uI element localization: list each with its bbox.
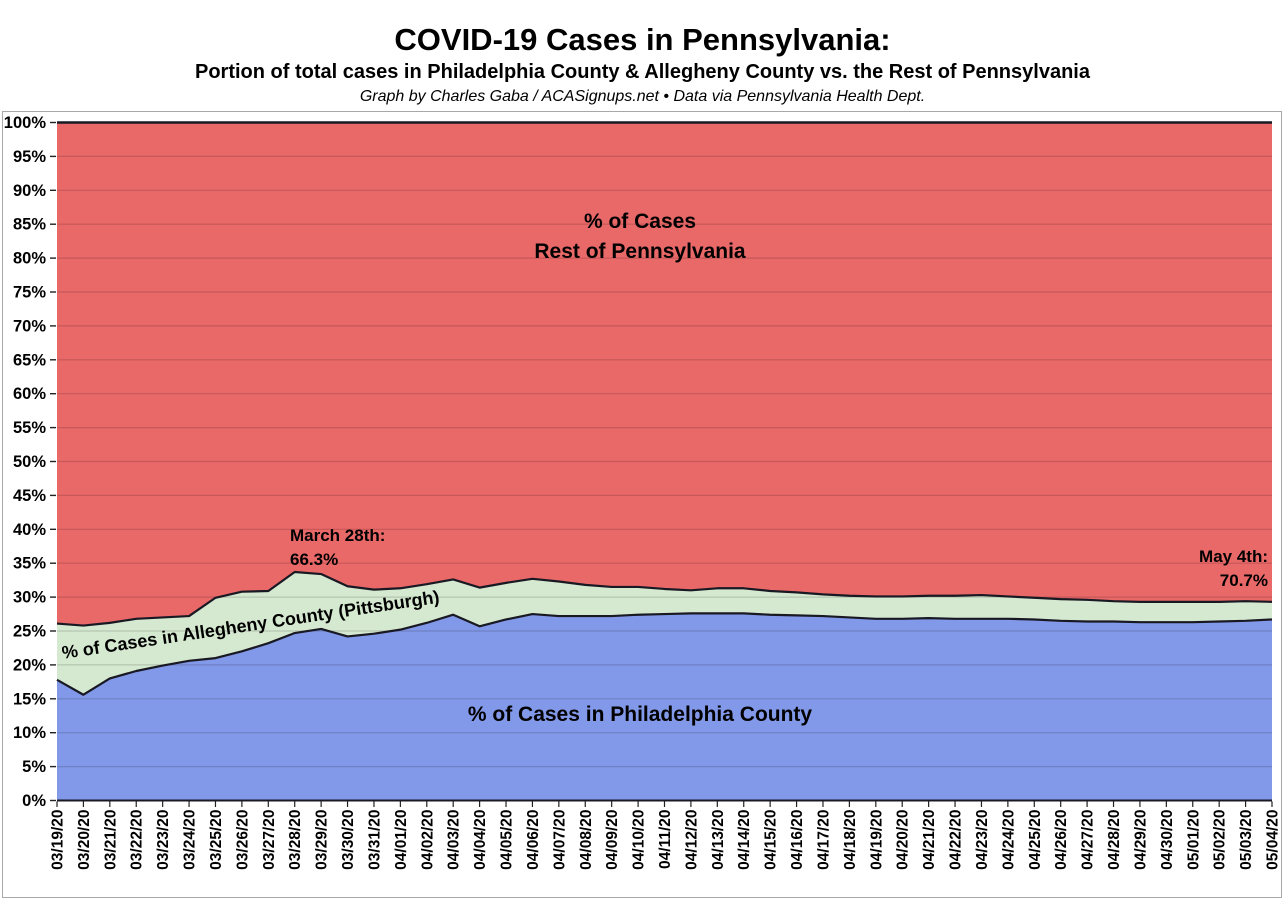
- y-axis-tick-label: 60%: [13, 385, 46, 403]
- x-axis-tick-label: 04/14/20: [736, 810, 753, 870]
- x-axis-tick-label: 04/24/20: [1000, 810, 1017, 870]
- x-axis-tick-label: 03/19/20: [50, 810, 67, 870]
- y-axis-tick-label: 100%: [4, 114, 47, 132]
- x-axis-tick-label: 04/18/20: [842, 810, 859, 870]
- x-axis-tick-label: 03/26/20: [234, 810, 251, 870]
- x-axis-tick-label: 03/24/20: [182, 810, 199, 870]
- x-axis-tick-label: 04/28/20: [1106, 810, 1123, 870]
- x-axis-tick-label: 04/20/20: [895, 810, 912, 870]
- x-axis-tick-label: 04/13/20: [710, 810, 727, 870]
- y-axis-tick-label: 15%: [13, 690, 46, 708]
- x-axis-tick-label: 03/22/20: [129, 810, 146, 870]
- x-axis-tick-label: 03/23/20: [155, 810, 172, 870]
- y-axis-tick-label: 75%: [13, 284, 46, 302]
- y-axis-tick-label: 50%: [13, 453, 46, 471]
- x-axis-tick-label: 04/16/20: [789, 810, 806, 870]
- x-axis-tick-label: 04/19/20: [868, 810, 885, 870]
- x-axis-tick-label: 04/21/20: [921, 810, 938, 870]
- x-axis-tick-label: 04/12/20: [683, 810, 700, 870]
- y-axis-tick-label: 55%: [13, 419, 46, 437]
- label-philadelphia-county: % of Cases in Philadelphia County: [467, 703, 813, 726]
- x-axis-tick-label: 04/03/20: [446, 810, 463, 870]
- x-axis-tick-label: 04/04/20: [472, 810, 489, 870]
- x-axis-tick-label: 03/30/20: [340, 810, 357, 870]
- x-axis-tick-label: 05/02/20: [1212, 810, 1229, 870]
- x-axis-tick-label: 04/05/20: [499, 810, 516, 870]
- x-axis-tick-label: 03/27/20: [261, 810, 278, 870]
- x-axis-tick-label: 04/30/20: [1159, 810, 1176, 870]
- y-axis-tick-label: 70%: [13, 317, 46, 335]
- x-axis-tick-label: 04/27/20: [1080, 810, 1097, 870]
- annotation-may-4: May 4th: 70.7%: [1199, 545, 1268, 593]
- x-axis-tick-label: 04/06/20: [525, 810, 542, 870]
- x-axis-tick-label: 04/15/20: [763, 810, 780, 870]
- x-axis-tick-label: 03/28/20: [287, 810, 304, 870]
- y-axis-tick-label: 65%: [13, 351, 46, 369]
- x-axis-tick-label: 04/02/20: [419, 810, 436, 870]
- area-philadelphia-county: [57, 613, 1272, 801]
- y-axis-tick-label: 80%: [13, 250, 46, 268]
- page-subtitle: Portion of total cases in Philadelphia C…: [195, 61, 1090, 83]
- y-axis-tick-label: 5%: [22, 758, 46, 776]
- boundary-line-philadelphia: [56, 612, 1273, 696]
- x-axis-tick-label: 04/09/20: [604, 810, 621, 870]
- x-axis-tick-label: 04/07/20: [551, 810, 568, 870]
- x-axis-tick-label: 05/01/20: [1185, 810, 1202, 870]
- annotation-date: May 4th:: [1199, 547, 1268, 566]
- attribution-line: Graph by Charles Gaba / ACASignups.net •…: [359, 88, 926, 105]
- y-axis-tick-label: 35%: [13, 555, 46, 573]
- x-axis-tick-label: 04/10/20: [631, 810, 648, 870]
- annotation-date: March 28th:: [290, 526, 386, 545]
- annotation-march-28: March 28th: 66.3%: [290, 524, 385, 572]
- boundary-line-allegheny: [56, 570, 1273, 627]
- annotation-value: 66.3%: [290, 550, 339, 569]
- label-line: Rest of Pennsylvania: [534, 240, 746, 263]
- x-axis-tick-label: 04/08/20: [578, 810, 595, 870]
- y-axis-tick-label: 95%: [13, 148, 46, 166]
- x-axis-tick-label: 03/21/20: [102, 810, 119, 870]
- y-axis-tick-label: 20%: [13, 656, 46, 674]
- x-axis-tick-label: 03/25/20: [208, 810, 225, 870]
- x-axis-tick-label: 04/23/20: [974, 810, 991, 870]
- y-axis-tick-label: 30%: [13, 589, 46, 607]
- x-axis-tick-label: 04/25/20: [1027, 810, 1044, 870]
- y-axis-tick-label: 0%: [22, 792, 46, 810]
- y-axis-tick-label: 25%: [13, 623, 46, 641]
- x-axis-tick-label: 03/20/20: [76, 810, 93, 870]
- x-axis-tick-label: 04/01/20: [393, 810, 410, 870]
- label-rest-of-pennsylvania: % of Cases Rest of Pennsylvania: [0, 207, 1280, 267]
- x-axis-tick-label: 05/04/20: [1265, 810, 1282, 870]
- x-axis-tick-label: 04/26/20: [1053, 810, 1070, 870]
- annotation-value: 70.7%: [1219, 571, 1268, 590]
- label-line: % of Cases: [583, 210, 697, 233]
- x-axis-tick-label: 03/29/20: [314, 810, 331, 870]
- x-axis-tick-label: 04/22/20: [948, 810, 965, 870]
- y-axis-tick-label: 45%: [13, 487, 46, 505]
- x-axis-tick-label: 04/11/20: [657, 810, 674, 869]
- x-axis-tick-label: 04/17/20: [815, 810, 832, 870]
- page-title: COVID-19 Cases in Pennsylvania:: [394, 22, 891, 57]
- y-axis-tick-label: 90%: [13, 182, 46, 200]
- y-axis-tick-label: 85%: [13, 216, 46, 234]
- x-axis-tick-label: 04/29/20: [1132, 810, 1149, 870]
- x-axis-tick-label: 03/31/20: [366, 810, 383, 870]
- y-axis-tick-label: 10%: [13, 724, 46, 742]
- x-axis-tick-label: 05/03/20: [1238, 810, 1255, 870]
- y-axis-tick-label: 40%: [13, 521, 46, 539]
